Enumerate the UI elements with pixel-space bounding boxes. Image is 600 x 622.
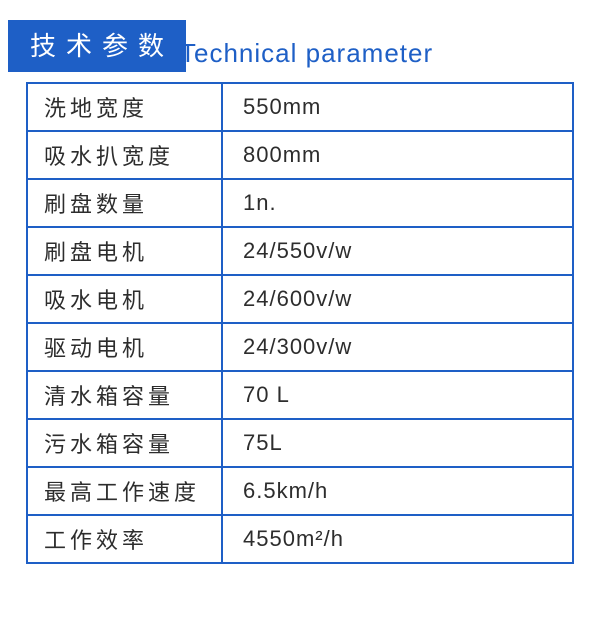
spec-label: 清水箱容量 bbox=[27, 371, 222, 419]
spec-value: 70 L bbox=[222, 371, 573, 419]
spec-label: 吸水扒宽度 bbox=[27, 131, 222, 179]
table-row: 洗地宽度 550mm bbox=[27, 83, 573, 131]
table-row: 工作效率 4550m²/h bbox=[27, 515, 573, 563]
spec-value: 1n. bbox=[222, 179, 573, 227]
section-subtitle: Technical parameter bbox=[180, 38, 433, 69]
spec-label: 洗地宽度 bbox=[27, 83, 222, 131]
table-row: 污水箱容量 75L bbox=[27, 419, 573, 467]
spec-table-body: 洗地宽度 550mm 吸水扒宽度 800mm 刷盘数量 1n. 刷盘电机 24/… bbox=[27, 83, 573, 563]
spec-value: 75L bbox=[222, 419, 573, 467]
spec-value: 6.5km/h bbox=[222, 467, 573, 515]
spec-label: 吸水电机 bbox=[27, 275, 222, 323]
spec-label: 工作效率 bbox=[27, 515, 222, 563]
table-row: 驱动电机 24/300v/w bbox=[27, 323, 573, 371]
spec-label: 刷盘数量 bbox=[27, 179, 222, 227]
spec-value: 550mm bbox=[222, 83, 573, 131]
table-row: 刷盘数量 1n. bbox=[27, 179, 573, 227]
spec-table: 洗地宽度 550mm 吸水扒宽度 800mm 刷盘数量 1n. 刷盘电机 24/… bbox=[26, 82, 574, 564]
table-row: 最高工作速度 6.5km/h bbox=[27, 467, 573, 515]
table-row: 吸水扒宽度 800mm bbox=[27, 131, 573, 179]
spec-label: 最高工作速度 bbox=[27, 467, 222, 515]
spec-value: 24/550v/w bbox=[222, 227, 573, 275]
table-row: 清水箱容量 70 L bbox=[27, 371, 573, 419]
table-row: 吸水电机 24/600v/w bbox=[27, 275, 573, 323]
spec-value: 800mm bbox=[222, 131, 573, 179]
spec-label: 驱动电机 bbox=[27, 323, 222, 371]
spec-label: 污水箱容量 bbox=[27, 419, 222, 467]
spec-value: 24/300v/w bbox=[222, 323, 573, 371]
spec-value: 24/600v/w bbox=[222, 275, 573, 323]
section-title-badge: 技术参数 bbox=[8, 20, 186, 72]
page-root: 技术参数 Technical parameter 洗地宽度 550mm 吸水扒宽… bbox=[0, 0, 600, 622]
spec-label: 刷盘电机 bbox=[27, 227, 222, 275]
spec-value: 4550m²/h bbox=[222, 515, 573, 563]
table-row: 刷盘电机 24/550v/w bbox=[27, 227, 573, 275]
